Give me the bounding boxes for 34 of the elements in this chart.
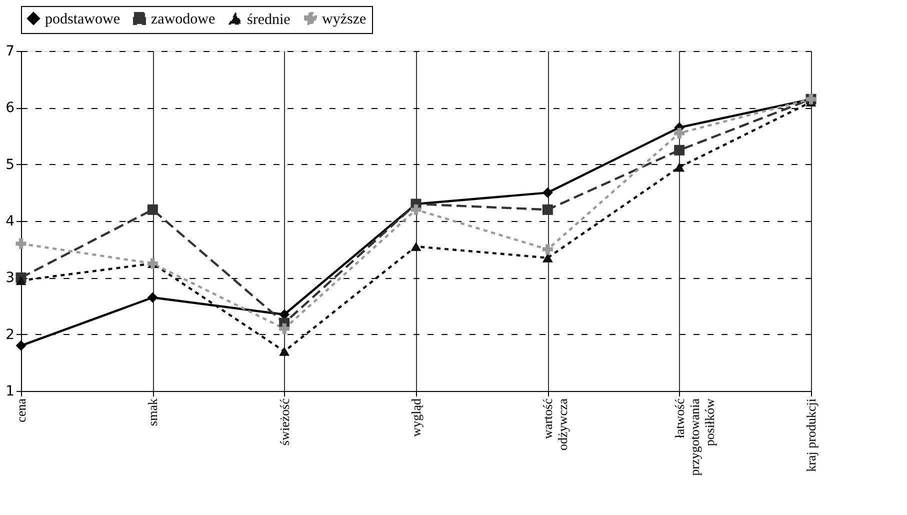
y-tick-label: 2 [6, 326, 14, 343]
point [542, 204, 553, 215]
point [279, 346, 290, 356]
y-tick-label: 6 [6, 100, 15, 116]
point [674, 162, 685, 172]
point [16, 276, 26, 286]
legend-label: średnie [247, 12, 291, 28]
point [16, 238, 26, 249]
y-tick-label: 5 [6, 156, 14, 173]
x-tick-label: łatwość przygotowania posiłków [672, 398, 717, 476]
y-tick-label: 3 [6, 270, 14, 286]
point [147, 292, 158, 303]
point [674, 128, 685, 138]
y-tick-label: 4 [6, 214, 15, 230]
point [410, 204, 422, 215]
point [410, 242, 422, 252]
legend-label: wyższe [322, 12, 366, 28]
legend-label: podstawowe [45, 12, 120, 28]
x-tick-label: wartość odżywcza [540, 398, 570, 450]
x-tick-label: kraj produkcji [804, 398, 818, 472]
point [542, 187, 553, 198]
legend-label: zawodowe [151, 12, 216, 28]
point [674, 144, 685, 156]
point [16, 340, 26, 351]
point [542, 253, 553, 262]
x-tick-label: świeżość [276, 398, 292, 446]
point [542, 244, 553, 255]
y-tick-label: 1 [6, 384, 14, 400]
point [279, 323, 290, 334]
x-tick-label: cena [14, 398, 28, 422]
point [147, 204, 158, 215]
x-tick-label: wygląd [408, 398, 424, 437]
x-tick-label: smak [145, 398, 160, 426]
y-tick-label: 7 [6, 44, 14, 60]
